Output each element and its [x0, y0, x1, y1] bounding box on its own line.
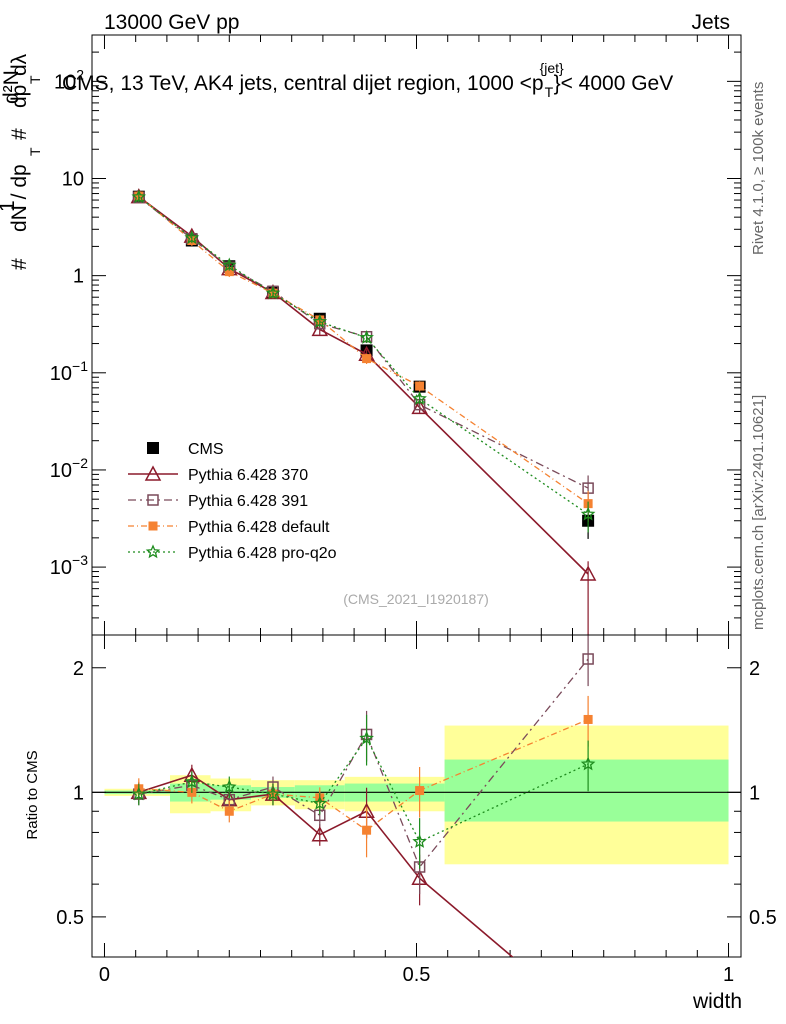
ratio-line-2	[138, 718, 589, 832]
legend-entry-0: CMS	[147, 441, 224, 458]
ratio-point-3-4	[312, 795, 328, 810]
ratio-point-3-3	[265, 786, 281, 801]
ratio-line-3	[138, 737, 589, 843]
main-point-4-3	[265, 285, 281, 300]
legend: CMS Pythia 6.428 370 Pythia 6.428 391 Pythi…	[128, 441, 337, 562]
ratio-series	[130, 635, 596, 957]
main-point-4-4	[312, 314, 328, 328]
rivet-label: Rivet 4.1.0, ≥ 100k events	[750, 82, 767, 255]
legend-label-0: CMS	[188, 441, 224, 458]
main-ylabel-dn: dN / dp	[8, 164, 31, 232]
ratio-point-2-7	[583, 714, 593, 724]
ratio-point-3-1	[184, 774, 200, 789]
ratio-y-tick-label-right-0: 0.5	[749, 907, 777, 929]
ratio-x-tick-label-0: 0	[99, 964, 110, 986]
ratio-point-3-5	[359, 730, 374, 745]
ratio-y-tick-label-right-2: 2	[749, 658, 760, 680]
main-ylabel-hash-1: #	[8, 258, 31, 270]
ratio-xlabel: width	[692, 990, 742, 1013]
main-series	[130, 188, 597, 635]
main-point-4-0	[131, 189, 147, 204]
main-line-1	[138, 196, 589, 575]
legend-marker-1	[144, 465, 162, 481]
ratio-panel: 0.5 0.5 1 1 2 2 0 0.5 1	[56, 634, 777, 986]
main-ylabel-dp: dp	[8, 85, 31, 108]
ratio-point-3-7	[580, 756, 596, 771]
main-series-4	[131, 189, 596, 533]
legend-label-4: Pythia 6.428 pro-q2o	[188, 545, 337, 562]
main-y-tick-label-1: 10−2	[50, 455, 88, 482]
main-title: CMS, 13 TeV, AK4 jets, central dijet reg…	[62, 60, 673, 100]
main-point-4-1	[184, 230, 200, 245]
header-energy: 13000 GeV pp	[104, 11, 239, 34]
ratio-point-1-7	[582, 653, 594, 665]
analysis-watermark: (CMS_2021_I1920187)	[343, 591, 489, 607]
main-line-2	[138, 196, 589, 489]
ratio-band-inner-6	[444, 759, 729, 822]
main-y-tick-label-3: 1	[73, 266, 84, 288]
mcplots-label: mcplots.cern.ch [arXiv:2401.10621]	[750, 395, 767, 630]
main-line-4	[138, 196, 589, 515]
legend-marker-4	[145, 544, 161, 559]
legend-entry-2: Pythia 6.428 391	[128, 493, 308, 510]
ratio-x-tick-label-2: 1	[723, 964, 734, 986]
legend-label-2: Pythia 6.428 391	[188, 493, 308, 510]
header-process: Jets	[691, 11, 730, 34]
legend-label-3: Pythia 6.428 default	[188, 519, 330, 536]
ratio-point-2-6	[415, 786, 425, 796]
ratio-point-3-6	[412, 834, 427, 848]
ratio-x-ticks	[103, 635, 730, 957]
ratio-point-3-0	[131, 786, 147, 801]
legend-marker-3	[148, 521, 158, 531]
main-point-3-5	[362, 354, 372, 364]
ratio-line-1	[138, 658, 589, 869]
main-point-4-2	[222, 257, 237, 272]
ratio-y-ticks	[92, 667, 741, 918]
main-title-sub: T	[545, 84, 554, 100]
main-point-3-6	[415, 381, 425, 391]
main-y-tick-label-4: 10	[62, 169, 84, 191]
ratio-point-3-2	[222, 779, 237, 794]
legend-label-1: Pythia 6.428 370	[188, 467, 308, 484]
main-title-sup: {jet}	[540, 60, 564, 76]
ratio-point-0-4	[311, 826, 329, 842]
main-ylabel-d2n: d²N	[0, 70, 23, 104]
ratio-y-tick-label-left-1: 1	[73, 782, 84, 804]
main-point-4-7	[580, 506, 596, 521]
legend-marker-0	[147, 442, 159, 454]
main-y-ticks	[92, 34, 741, 636]
main-y-tick-label-0: 10−3	[50, 552, 88, 579]
main-ylabel-one: 1	[0, 200, 19, 212]
legend-entry-3: Pythia 6.428 default	[128, 519, 330, 536]
main-point-1-7	[579, 565, 597, 581]
main-title-text: CMS, 13 TeV, AK4 jets, central dijet reg…	[62, 72, 544, 95]
ratio-y-tick-label-left-2: 2	[73, 658, 84, 680]
ratio-x-tick-label-1: 0.5	[403, 964, 431, 986]
ratio-ylabel: Ratio to CMS	[24, 750, 41, 839]
main-x-ticks	[103, 35, 730, 635]
ratio-point-2-2	[224, 806, 234, 816]
legend-marker-2	[147, 494, 159, 506]
ratio-y-tick-label-right-1: 1	[749, 782, 760, 804]
ratio-y-tick-label-left-0: 0.5	[56, 907, 84, 929]
legend-entry-1: Pythia 6.428 370	[128, 465, 308, 484]
main-title-end: }< 4000 GeV	[554, 72, 674, 95]
legend-entry-4: Pythia 6.428 pro-q2o	[128, 544, 337, 562]
main-panel: 10−3 10−2 10−1 1 10 102	[50, 34, 742, 636]
ratio-point-2-5	[362, 825, 372, 835]
main-point-4-5	[359, 330, 374, 344]
ratio-series-3	[131, 714, 596, 869]
main-y-tick-label-5: 102	[54, 66, 84, 93]
main-point-4-6	[412, 391, 427, 405]
main-ylabel-t1: T	[27, 147, 43, 156]
main-point-3-2	[224, 267, 234, 277]
main-y-tick-label-2: 10−1	[50, 358, 88, 385]
main-ylabel-hash-2: #	[8, 128, 31, 140]
main-ylabel: # dN / dp T # dp T dλ 1 d²N	[0, 53, 43, 270]
main-ylabel-dl: dλ	[8, 53, 31, 76]
main-series-0	[132, 190, 595, 539]
main-ylabel-t2: T	[27, 75, 43, 84]
